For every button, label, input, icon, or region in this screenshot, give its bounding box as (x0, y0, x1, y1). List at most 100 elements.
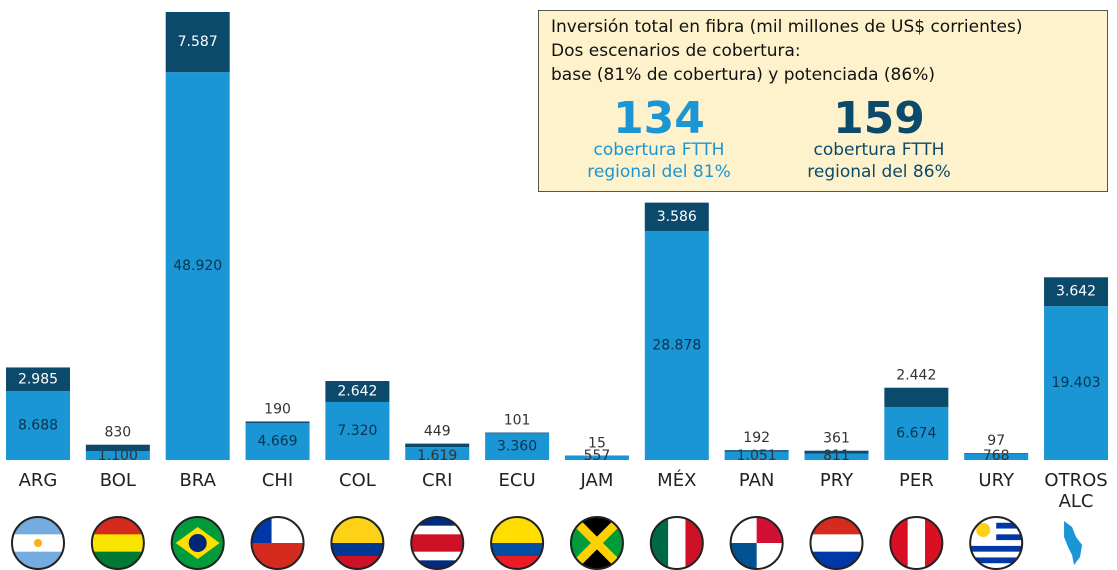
bar-segment (6, 367, 70, 392)
flag-border (11, 516, 65, 570)
value-label: 6.674 (896, 426, 936, 442)
value-label: 190 (264, 401, 291, 417)
flag-border (250, 516, 305, 570)
bar-segment (724, 450, 789, 452)
bar-segment (884, 387, 949, 408)
bar-segment (964, 453, 1029, 460)
bar-segment (1044, 277, 1109, 307)
scenario-value: 159 (833, 93, 925, 144)
scenario: 159 cobertura FTTH regional del 86% (779, 93, 979, 183)
bar-segment (85, 451, 150, 460)
value-label: 1.051 (737, 448, 777, 464)
flag-border (170, 516, 225, 570)
value-label: 8.688 (18, 418, 58, 434)
flag-stripe (970, 551, 1023, 558)
bar-segment (964, 453, 1029, 454)
bar-segment (245, 422, 310, 460)
value-label: 7.587 (178, 34, 218, 50)
x-tick-label: CRI (422, 470, 453, 491)
flag-stripe (668, 517, 686, 569)
flag-stripe (91, 534, 144, 553)
value-label: 19.403 (1052, 375, 1101, 391)
flag-stripe (970, 540, 1023, 547)
value-label: 3.586 (657, 209, 697, 225)
x-tick-label: OTROS ALC (1044, 470, 1108, 512)
flag-border (330, 516, 385, 570)
scenario-text: cobertura FTTH regional del 86% (807, 140, 951, 182)
flag-stripe (12, 517, 64, 535)
flag-stripe (411, 560, 464, 569)
bar-segment (85, 444, 150, 452)
x-tick-label: ECU (498, 470, 536, 491)
value-label: 7.320 (337, 423, 377, 439)
info-line: base (81% de cobertura) y potenciada (86… (551, 65, 935, 85)
value-label: 2.442 (896, 368, 936, 384)
value-label: 4.669 (258, 433, 298, 449)
value-label: 97 (987, 433, 1005, 449)
scenario-text: cobertura FTTH regional del 81% (587, 140, 731, 182)
flag-part (570, 517, 623, 569)
value-label: 192 (743, 430, 770, 446)
flag-stripe (411, 517, 464, 527)
flag-border (410, 516, 465, 570)
bar-segment (724, 451, 789, 460)
flag-stripe (907, 517, 926, 569)
flag-stripe (650, 517, 669, 569)
flag-stripe (251, 543, 304, 569)
bar-segment (644, 202, 709, 232)
flag-border (649, 516, 704, 570)
flag (970, 517, 1023, 569)
flag-stripe (331, 530, 384, 544)
flag-stripe (970, 557, 1023, 564)
flag-stripe (411, 543, 464, 553)
value-label: 15 (588, 435, 606, 451)
bar-segment (644, 231, 709, 460)
bar-segment (245, 421, 310, 423)
x-tick-label: ARG (18, 470, 58, 491)
x-tick-label: PER (898, 470, 934, 491)
value-label: 557 (584, 448, 611, 464)
bar-segment (165, 72, 230, 460)
value-label: 361 (823, 431, 850, 447)
flag-stripe (331, 543, 384, 557)
x-tick-label: BOL (99, 470, 136, 491)
value-label: 101 (504, 413, 531, 429)
flag (411, 517, 464, 569)
flag (171, 517, 224, 569)
x-tick-label: PAN (738, 470, 775, 491)
scenario-value: 134 (613, 93, 705, 144)
flag-border (969, 516, 1024, 570)
value-label: 48.920 (173, 258, 222, 274)
flag-border (729, 516, 784, 570)
x-tick-label: PRY (819, 470, 854, 491)
x-tick-label: JAM (580, 470, 614, 491)
info-box: Inversión total en fibra (mil millones d… (538, 10, 1108, 192)
flag-part (34, 539, 42, 547)
flag-part (570, 523, 623, 563)
bar-segment (884, 407, 949, 460)
value-label: 3.360 (497, 439, 537, 455)
value-label: 811 (823, 448, 850, 464)
x-tick-label: BRA (179, 470, 216, 491)
bar-segment (325, 401, 390, 460)
flag-stripe (91, 517, 144, 535)
map-icon (1064, 521, 1083, 565)
bar-segment (804, 453, 869, 460)
x-tick-label: MÉX (657, 470, 697, 491)
flag-stripe (810, 517, 863, 535)
flag (570, 517, 623, 569)
value-label: 768 (983, 448, 1010, 464)
value-label: 830 (104, 425, 131, 441)
scenario: 134 cobertura FTTH regional del 81% (559, 93, 759, 183)
bar-segment (405, 447, 470, 460)
bar-segment (165, 12, 230, 73)
flag-stripe (411, 525, 464, 535)
value-label: 3.642 (1056, 284, 1096, 300)
value-label: 2.642 (337, 383, 377, 399)
flag-stripe (411, 534, 464, 544)
flag-stripe (411, 551, 464, 561)
value-label: 1.100 (98, 448, 138, 464)
bar-segment (804, 450, 869, 454)
